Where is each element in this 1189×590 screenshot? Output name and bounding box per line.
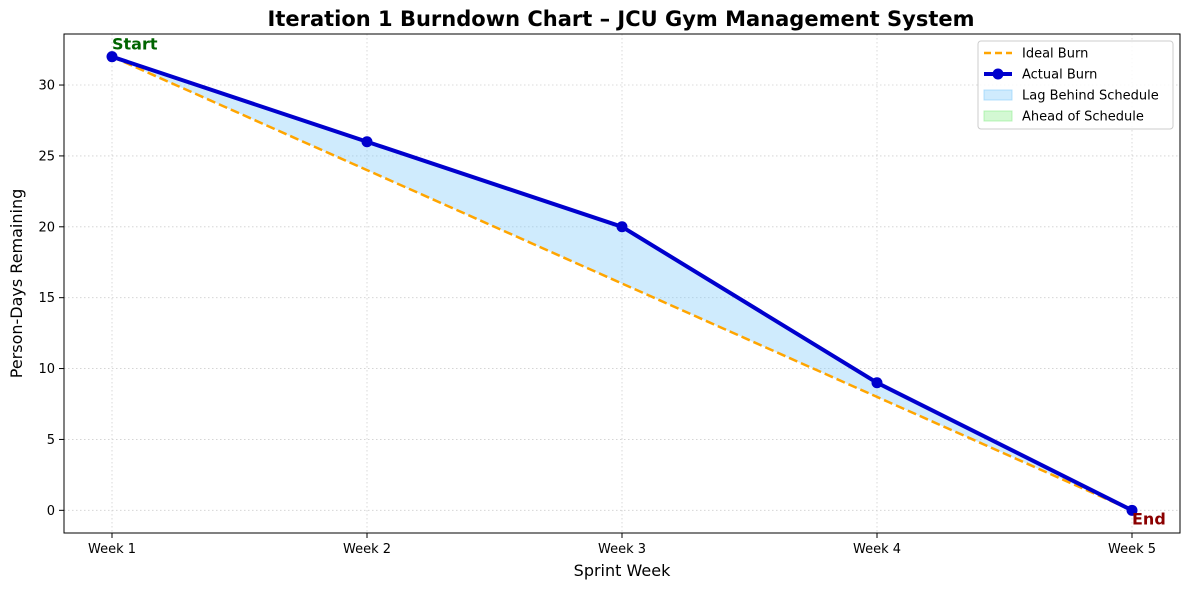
legend-label: Actual Burn xyxy=(1022,68,1097,83)
x-tick-label: Week 4 xyxy=(853,542,901,557)
y-tick-label: 5 xyxy=(47,433,55,448)
y-tick-label: 15 xyxy=(38,291,55,306)
legend-label: Lag Behind Schedule xyxy=(1022,89,1159,104)
y-tick-label: 10 xyxy=(38,362,55,377)
legend-handle-marker xyxy=(992,68,1004,80)
legend-label: Ahead of Schedule xyxy=(1022,110,1144,125)
x-tick-label: Week 2 xyxy=(343,542,391,557)
legend-label: Ideal Burn xyxy=(1022,47,1088,62)
x-tick-label: Week 5 xyxy=(1108,542,1156,557)
end-annotation: End xyxy=(1132,509,1166,528)
y-tick-label: 30 xyxy=(38,79,55,94)
x-axis-label: Sprint Week xyxy=(574,561,671,580)
y-tick-label: 0 xyxy=(47,504,55,519)
legend: Ideal Burn Actual Burn Lag Behind Schedule… xyxy=(977,40,1174,130)
y-axis-ticks: 0 5 10 15 20 25 30 xyxy=(38,79,64,519)
y-tick-label: 20 xyxy=(38,220,55,235)
y-axis-label: Person-Days Remaining xyxy=(7,189,26,379)
x-axis-ticks: Week 1 Week 2 Week 3 Week 4 Week 5 xyxy=(88,533,1156,557)
grid xyxy=(64,34,1180,533)
actual-burn-point xyxy=(106,51,118,63)
start-annotation: Start xyxy=(112,35,158,54)
series-lines xyxy=(106,51,1138,516)
chart-title: Iteration 1 Burndown Chart – JCU Gym Man… xyxy=(268,7,975,31)
legend-handle-patch xyxy=(983,110,1013,122)
actual-burn-point xyxy=(361,136,373,148)
actual-burn-point xyxy=(616,221,628,233)
x-tick-label: Week 1 xyxy=(88,542,136,557)
x-tick-label: Week 3 xyxy=(598,542,646,557)
legend-box xyxy=(977,40,1174,130)
actual-burn-point xyxy=(1126,504,1138,516)
annotations: Start End xyxy=(112,35,1166,529)
ideal-burn-line xyxy=(111,55,1133,512)
y-tick-label: 25 xyxy=(38,149,55,164)
actual-burn-point xyxy=(871,377,883,389)
legend-handle-patch xyxy=(983,89,1013,101)
